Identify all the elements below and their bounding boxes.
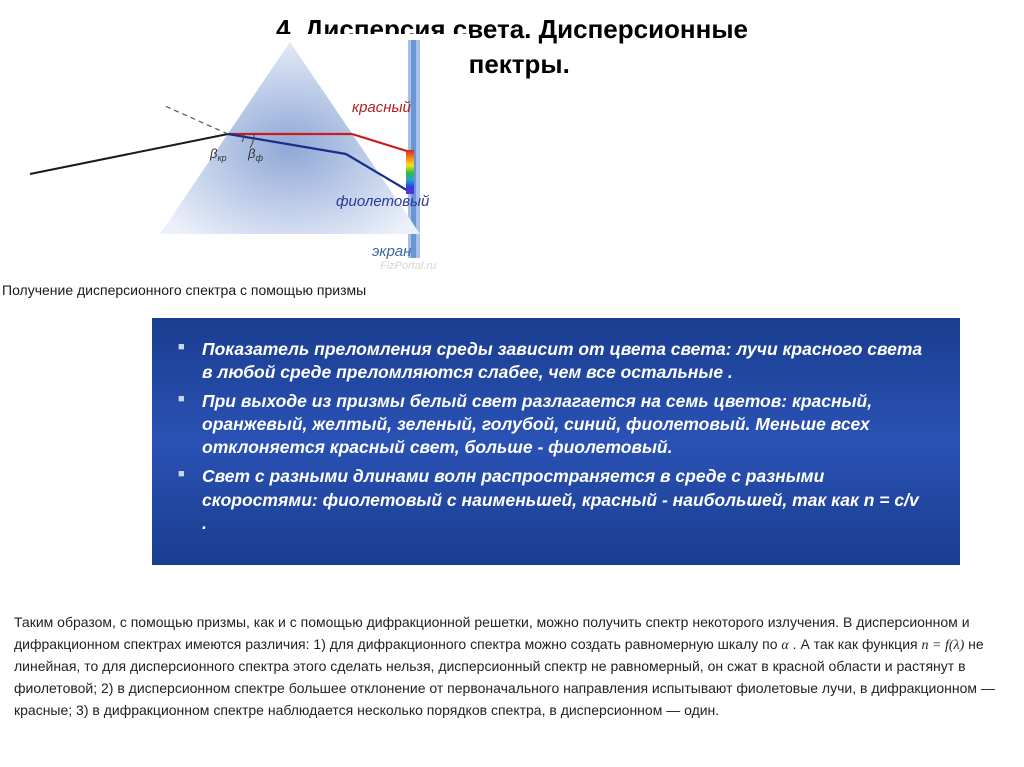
title-line-2: спектры. (454, 49, 570, 79)
spectrum-strip (406, 150, 414, 194)
info-list: Показатель преломления среды зависит от … (202, 338, 928, 535)
label-red: красный (352, 99, 412, 116)
bottom-paragraph: Таким образом, с помощью призмы, как и с… (14, 612, 1010, 721)
info-item-1: Показатель преломления среды зависит от … (202, 338, 928, 384)
watermark: FizPortal.ru (380, 260, 436, 272)
alpha-symbol: α (781, 638, 788, 653)
bt-after-alpha: . А так как функция (793, 636, 922, 652)
info-item-3: Свет с разными длинами волн распространя… (202, 465, 928, 534)
blue-info-box: Показатель преломления среды зависит от … (152, 318, 960, 565)
incident-ray (30, 134, 228, 174)
prism-caption: Получение дисперсионного спектра с помощ… (2, 282, 366, 298)
dashed-normal (165, 106, 228, 134)
prism-svg: красный фиолетовый экран βкр βф (10, 34, 470, 264)
label-violet: фиолетовый (336, 193, 430, 210)
prism-diagram: красный фиолетовый экран βкр βф (10, 34, 470, 294)
info-item-2: При выходе из призмы белый свет разлагае… (202, 390, 928, 459)
formula-n-f-lambda: n = f(λ) (922, 638, 965, 653)
label-screen: экран (372, 243, 411, 260)
